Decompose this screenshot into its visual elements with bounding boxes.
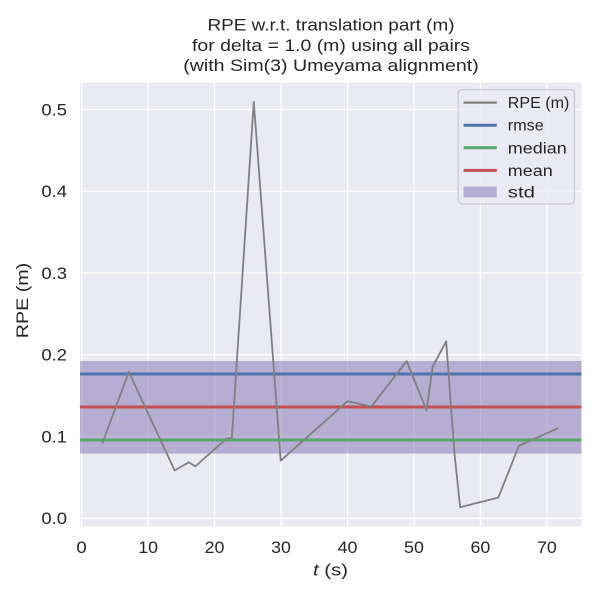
svg-text:10: 10 bbox=[138, 539, 158, 557]
svg-text:0.0: 0.0 bbox=[41, 510, 67, 528]
svg-text:(with Sim(3) Umeyama alignment: (with Sim(3) Umeyama alignment) bbox=[183, 56, 479, 75]
svg-text:40: 40 bbox=[338, 539, 358, 557]
svg-text:70: 70 bbox=[537, 539, 557, 557]
svg-text:0.1: 0.1 bbox=[41, 428, 67, 446]
svg-text:0.3: 0.3 bbox=[41, 265, 67, 283]
svg-text:50: 50 bbox=[404, 539, 424, 557]
svg-text:RPE (m): RPE (m) bbox=[13, 263, 32, 339]
svg-text:20: 20 bbox=[205, 539, 225, 557]
svg-text:30: 30 bbox=[271, 539, 291, 557]
svg-text:t (s): t (s) bbox=[313, 561, 348, 580]
svg-text:0.2: 0.2 bbox=[41, 347, 67, 365]
svg-text:median: median bbox=[508, 140, 567, 157]
svg-text:0: 0 bbox=[76, 539, 86, 557]
svg-text:mean: mean bbox=[508, 163, 553, 180]
svg-text:RPE w.r.t. translation part (m: RPE w.r.t. translation part (m) bbox=[208, 16, 455, 35]
svg-text:std: std bbox=[508, 185, 535, 202]
svg-text:0.5: 0.5 bbox=[41, 101, 67, 119]
svg-text:RPE (m): RPE (m) bbox=[508, 95, 570, 112]
svg-text:0.4: 0.4 bbox=[41, 183, 67, 201]
svg-text:for delta = 1.0 (m) using all: for delta = 1.0 (m) using all pairs bbox=[192, 36, 470, 55]
svg-text:60: 60 bbox=[471, 539, 491, 557]
svg-text:rmse: rmse bbox=[508, 118, 544, 135]
